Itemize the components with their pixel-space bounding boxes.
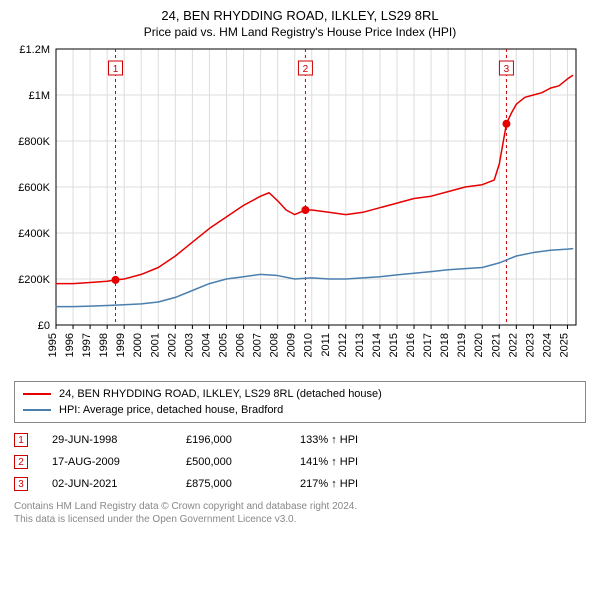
x-tick-label: 2021 xyxy=(490,333,502,357)
x-tick-label: 1999 xyxy=(115,333,127,357)
footnote-line1: Contains HM Land Registry data © Crown c… xyxy=(14,501,357,512)
x-tick-label: 2012 xyxy=(337,333,349,357)
legend-swatch xyxy=(23,393,51,395)
sale-row-date: 17-AUG-2009 xyxy=(52,456,162,468)
sale-marker-dot xyxy=(502,120,510,128)
sale-marker-number: 2 xyxy=(303,64,309,75)
legend-item: 24, BEN RHYDDING ROAD, ILKLEY, LS29 8RL … xyxy=(23,386,577,402)
x-tick-label: 2016 xyxy=(405,333,417,357)
sale-marker-dot xyxy=(112,276,120,284)
chart-container: £0 £200K £400K £600K £800K £1M £1.2M 1995 1996 19… xyxy=(10,45,590,375)
x-tick-label: 1998 xyxy=(98,333,110,357)
sale-row-pct: 141% ↑ HPI xyxy=(300,456,358,468)
x-tick-label: 2010 xyxy=(303,333,315,357)
y-tick-label: £800K xyxy=(18,136,50,148)
sale-row-badge: 2 xyxy=(14,455,28,469)
x-tick-label: 1995 xyxy=(47,333,59,357)
x-tick-label: 2020 xyxy=(473,333,485,357)
x-tick-label: 2003 xyxy=(183,333,195,357)
x-tick-label: 2001 xyxy=(149,333,161,357)
x-tick-label: 2011 xyxy=(320,333,332,357)
y-tick-label: £400K xyxy=(18,228,50,240)
x-tick-label: 1996 xyxy=(64,333,76,357)
sale-marker-table: 1 29-JUN-1998 £196,000 133% ↑ HPI 2 17-AUG-20… xyxy=(14,429,586,495)
price-chart: £0 £200K £400K £600K £800K £1M £1.2M 1995 1996 19… xyxy=(10,45,590,375)
sale-row-price: £196,000 xyxy=(186,434,276,446)
x-tick-label: 2018 xyxy=(439,333,451,357)
x-tick-label: 2002 xyxy=(166,333,178,357)
sale-row-date: 02-JUN-2021 xyxy=(52,478,162,490)
x-tick-label: 2009 xyxy=(286,333,298,357)
x-tick-label: 2005 xyxy=(217,333,229,357)
y-tick-label: £1M xyxy=(29,90,50,102)
sale-row: 1 29-JUN-1998 £196,000 133% ↑ HPI xyxy=(14,429,586,451)
x-tick-label: 2006 xyxy=(235,333,247,357)
x-tick-label: 2008 xyxy=(269,333,281,357)
x-tick-label: 2014 xyxy=(371,333,383,357)
x-tick-label: 2004 xyxy=(200,333,212,357)
sale-row-price: £875,000 xyxy=(186,478,276,490)
legend: 24, BEN RHYDDING ROAD, ILKLEY, LS29 8RL … xyxy=(14,381,586,423)
legend-label: 24, BEN RHYDDING ROAD, ILKLEY, LS29 8RL … xyxy=(59,388,382,400)
title-address: 24, BEN RHYDDING ROAD, ILKLEY, LS29 8RL xyxy=(10,8,590,23)
legend-label: HPI: Average price, detached house, Brad… xyxy=(59,404,283,416)
title-subtitle: Price paid vs. HM Land Registry's House … xyxy=(10,25,590,39)
y-tick-label: £0 xyxy=(38,320,50,332)
y-tick-label: £600K xyxy=(18,182,50,194)
x-tick-label: 1997 xyxy=(81,333,93,357)
footnote-line2: This data is licensed under the Open Gov… xyxy=(14,514,296,525)
sale-row-badge: 3 xyxy=(14,477,28,491)
x-tick-label: 2007 xyxy=(252,333,264,357)
sale-marker-dot xyxy=(301,206,309,214)
x-tick-label: 2000 xyxy=(132,333,144,357)
x-tick-label: 2017 xyxy=(422,333,434,357)
sale-marker-number: 3 xyxy=(504,64,510,75)
sale-row-pct: 217% ↑ HPI xyxy=(300,478,358,490)
x-tick-label: 2015 xyxy=(388,333,400,357)
x-tick-label: 2013 xyxy=(354,333,366,357)
sale-row-badge: 1 xyxy=(14,433,28,447)
legend-item: HPI: Average price, detached house, Brad… xyxy=(23,402,577,418)
x-tick-label: 2025 xyxy=(558,333,570,357)
legend-swatch xyxy=(23,409,51,411)
x-tick-label: 2022 xyxy=(507,333,519,357)
sale-row-pct: 133% ↑ HPI xyxy=(300,434,358,446)
y-tick-label: £1.2M xyxy=(19,45,50,56)
footnote: Contains HM Land Registry data © Crown c… xyxy=(14,501,586,526)
sale-row-price: £500,000 xyxy=(186,456,276,468)
x-tick-label: 2023 xyxy=(524,333,536,357)
x-tick-label: 2024 xyxy=(541,333,553,357)
sale-marker-number: 1 xyxy=(113,64,119,75)
sale-row-date: 29-JUN-1998 xyxy=(52,434,162,446)
sale-row: 2 17-AUG-2009 £500,000 141% ↑ HPI xyxy=(14,451,586,473)
x-tick-label: 2019 xyxy=(456,333,468,357)
y-tick-label: £200K xyxy=(18,274,50,286)
sale-row: 3 02-JUN-2021 £875,000 217% ↑ HPI xyxy=(14,473,586,495)
